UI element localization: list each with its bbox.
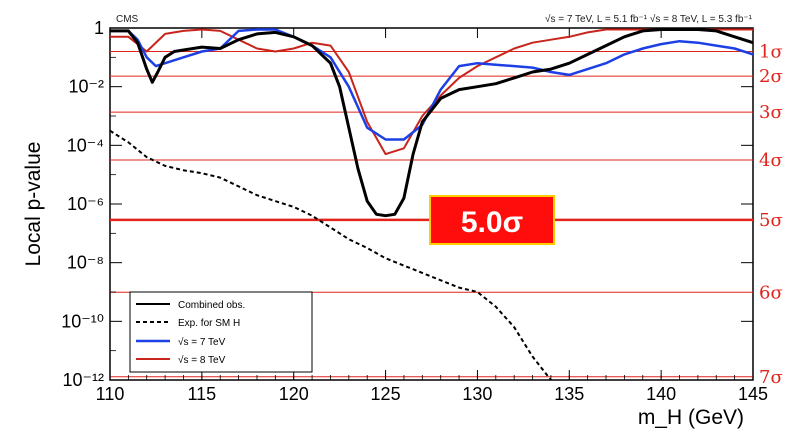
series-combined-obs [110,28,754,218]
y-tick-label: 1 [94,18,104,38]
legend-item-8tev: √s = 8 TeV [178,354,226,366]
annotation-label: 5.0σ [461,206,523,239]
series-expected-sm [109,129,552,381]
series-lines [109,28,754,381]
x-tick-label: 130 [462,384,492,404]
y-axis-label: Local p-value [22,142,45,267]
x-tick-label: 125 [371,384,401,404]
y-tick-label: 10⁻¹⁰ [61,311,104,331]
legend-item-expected: Exp. for SM H [178,318,240,329]
sigma-label: 7σ [759,367,783,388]
y-tick-label: 10⁻⁶ [67,194,104,214]
axis-ticks: 110 115 120 125 130 135 140 145 1 10⁻² 10⁻⁴ 10⁻⁶ 10⁻… [61,18,768,404]
x-axis-label: m_H (GeV) [638,406,744,429]
legend: Combined obs. Exp. for SM H √s = 7 TeV √… [129,291,313,373]
x-tick-label: 135 [554,384,584,404]
sigma-label: 2σ [759,66,783,87]
x-tick-label: 120 [279,384,309,404]
sigma-label: 1σ [759,41,783,62]
experiment-tag: CMS [116,14,139,25]
y-tick-label: 10⁻¹² [62,370,104,390]
y-tick-label: 10⁻⁴ [67,135,104,155]
legend-item-combined: Combined obs. [178,300,245,311]
energy-note: √s = 7 TeV, L = 5.1 fb⁻¹ √s = 8 TeV, L =… [545,13,753,25]
annotation-box: 5.0σ [429,195,555,245]
x-tick-label: 115 [188,384,217,404]
x-tick-label: 110 [96,384,125,404]
series-7tev [110,28,754,141]
y-tick-label: 10⁻⁸ [67,253,104,273]
sigma-label: 4σ [759,150,783,171]
x-tick-label: 145 [738,384,768,404]
sigma-label: 5σ [759,210,783,231]
sigma-label: 3σ [759,102,783,123]
sigma-label: 6σ [759,282,783,303]
x-tick-label: 140 [646,384,676,404]
legend-item-7tev: √s = 7 TeV [178,336,226,348]
y-tick-label: 10⁻² [68,77,104,97]
